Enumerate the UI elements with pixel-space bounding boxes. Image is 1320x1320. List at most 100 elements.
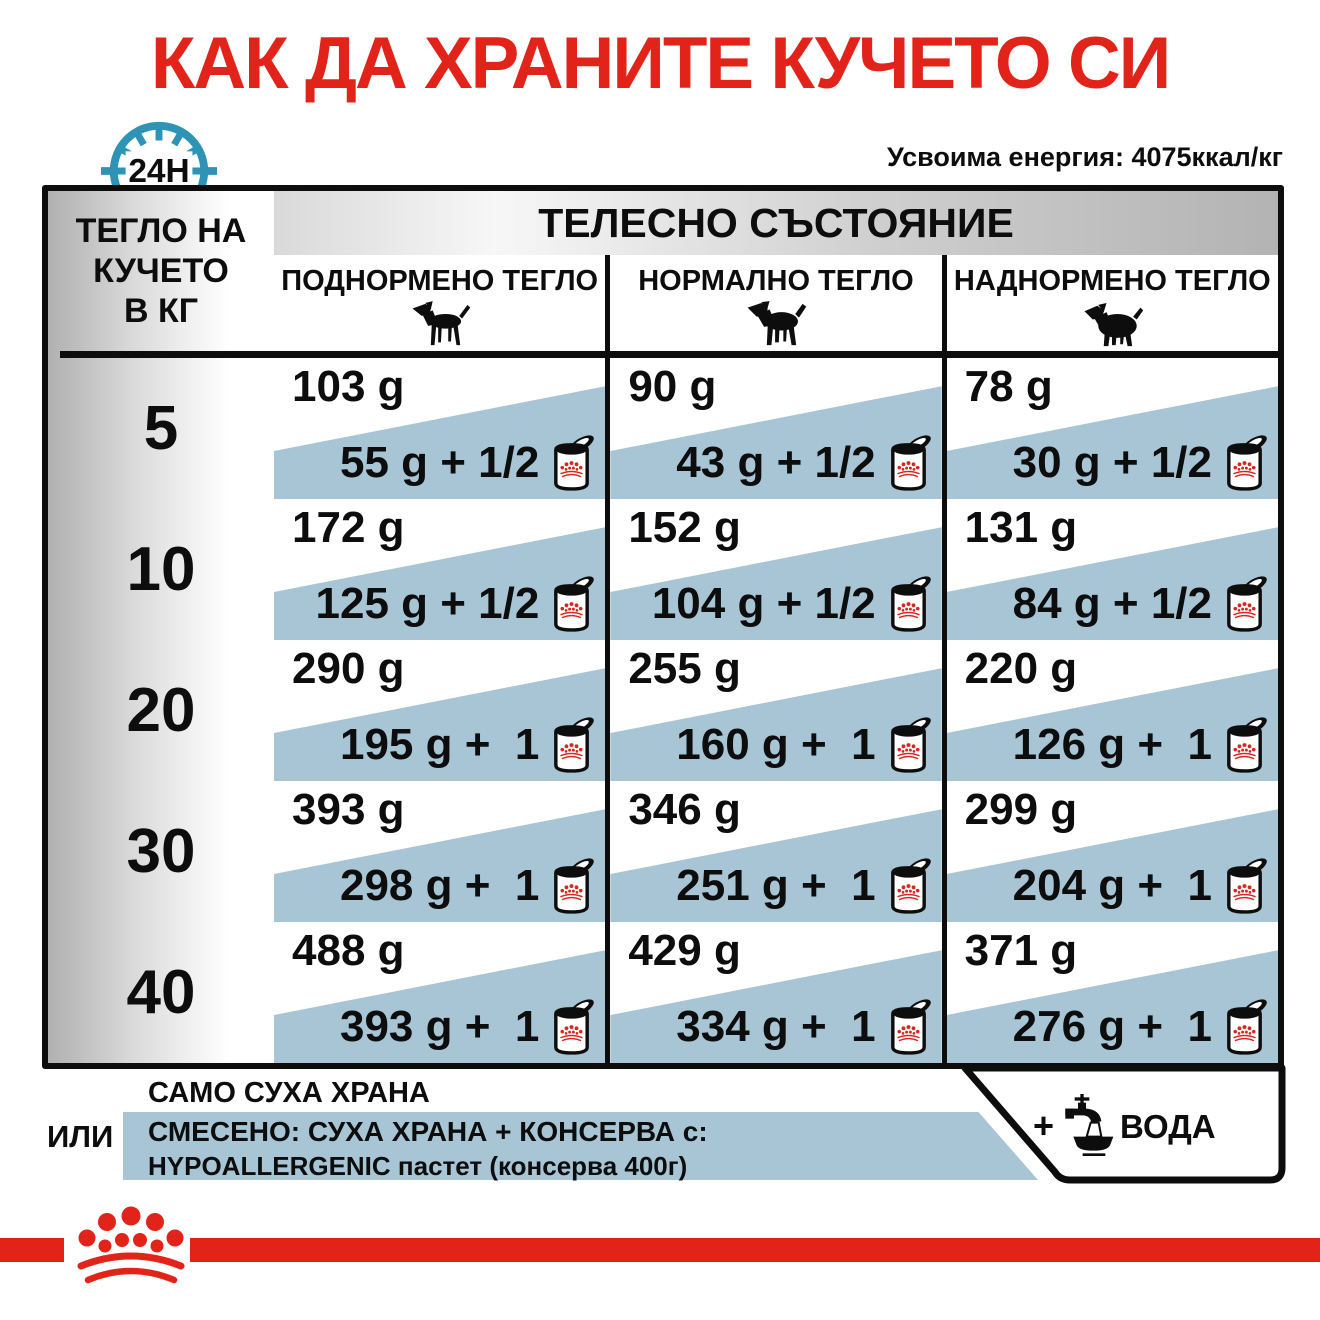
dry-amount: 103 g <box>292 362 405 411</box>
column-overweight: НАДНОРМЕНО ТЕГЛО 78 g 30 g + 1/2 131 g 84 … <box>941 255 1278 1063</box>
can-icon <box>548 432 595 493</box>
mixed-amount: 251 g + 1 <box>676 855 931 916</box>
weight-value: 30 <box>126 817 196 886</box>
dry-amount: 78 g <box>964 362 1053 411</box>
weight-value: 20 <box>126 676 196 745</box>
can-icon <box>885 714 932 775</box>
weight-header-line: КУЧЕТО <box>93 252 229 290</box>
mixed-legend-line1: СМЕСЕНО: СУХА ХРАНА + КОНСЕРВА с: <box>148 1116 708 1147</box>
can-icon <box>548 996 595 1057</box>
underweight-dog-icon <box>407 300 473 350</box>
can-icon <box>1221 996 1268 1057</box>
can-icon <box>885 996 932 1057</box>
dry-amount: 152 g <box>628 503 741 552</box>
mixed-amount: 393 g + 1 <box>340 996 595 1057</box>
can-icon <box>548 573 595 634</box>
mixed-amount: 30 g + 1/2 <box>1013 432 1268 493</box>
can-icon <box>885 573 932 634</box>
overweight-dog-icon <box>1079 300 1145 350</box>
weight-column: ТЕГЛО НА КУЧЕТО В КГ 5 10 20 30 40 <box>48 191 274 1063</box>
body-condition-area: ТЕЛЕСНО СЪСТОЯНИЕ ПОДНОРМЕНО ТЕГЛО 103 g… <box>274 191 1278 1063</box>
feeding-cell: 152 g 104 g + 1/2 <box>610 499 942 640</box>
column-normal-weight: НОРМАЛНО ТЕГЛО 90 g 43 g + 1/2 152 g 104 g… <box>605 255 942 1063</box>
feeding-cell: 90 g 43 g + 1/2 <box>610 358 942 499</box>
brand-stripe-right <box>190 1238 1320 1262</box>
can-icon <box>1221 714 1268 775</box>
weight-header-line: ТЕГЛО НА <box>75 212 247 250</box>
mixed-amount: 334 g + 1 <box>676 996 931 1057</box>
mixed-amount: 298 g + 1 <box>340 855 595 916</box>
feeding-cell: 255 g 160 g + 1 <box>610 640 942 781</box>
or-label: ИЛИ <box>47 1119 114 1154</box>
can-icon <box>885 855 932 916</box>
mixed-amount: 104 g + 1/2 <box>652 573 932 634</box>
can-icon <box>548 855 595 916</box>
mixed-amount: 84 g + 1/2 <box>1013 573 1268 634</box>
normal-dog-icon <box>743 300 809 350</box>
mixed-amount-text: 125 g + 1/2 <box>315 578 540 628</box>
column-underweight: ПОДНОРМЕНО ТЕГЛО 103 g 55 g + 1/2 172 g 12… <box>274 255 606 1063</box>
feeding-cell: 131 g 84 g + 1/2 <box>946 499 1278 640</box>
feeding-cell: 393 g 298 g + 1 <box>274 781 606 922</box>
mixed-amount-text: 160 g + 1 <box>676 719 876 769</box>
body-condition-header: ТЕЛЕСНО СЪСТОЯНИЕ <box>274 191 1278 255</box>
brand-stripe-left <box>0 1238 64 1262</box>
column-header: ПОДНОРМЕНО ТЕГЛО <box>281 265 599 297</box>
mixed-amount: 125 g + 1/2 <box>316 573 596 634</box>
feeding-cell: 220 g 126 g + 1 <box>946 640 1278 781</box>
royal-canin-crown-logo <box>70 1204 192 1288</box>
feeding-cell: 172 g 125 g + 1/2 <box>274 499 606 640</box>
plus-sign: + <box>1033 1105 1055 1146</box>
mixed-amount: 276 g + 1 <box>1013 996 1268 1057</box>
mixed-amount: 43 g + 1/2 <box>676 432 931 493</box>
dry-amount: 346 g <box>628 785 741 834</box>
mixed-amount: 126 g + 1 <box>1013 714 1268 775</box>
can-icon <box>1221 855 1268 916</box>
dry-amount: 172 g <box>292 503 405 552</box>
dry-amount: 371 g <box>964 926 1078 975</box>
dry-only-label: САМО СУХА ХРАНА <box>148 1077 430 1109</box>
feeding-table: ТЕГЛО НА КУЧЕТО В КГ 5 10 20 30 40 ТЕЛЕС… <box>42 185 1284 1069</box>
water-faucet-icon <box>1056 1086 1120 1166</box>
mixed-amount-text: 84 g + 1/2 <box>1012 578 1212 628</box>
feeding-cell: 371 g 276 g + 1 <box>946 922 1278 1063</box>
weight-value: 10 <box>126 535 196 604</box>
dry-amount: 290 g <box>292 644 405 693</box>
feeding-cell: 488 g 393 g + 1 <box>274 922 606 1063</box>
dry-amount: 220 g <box>964 644 1078 693</box>
feeding-cell: 103 g 55 g + 1/2 <box>274 358 606 499</box>
can-icon <box>548 714 595 775</box>
mixed-amount-text: 43 g + 1/2 <box>676 437 876 487</box>
mixed-amount-text: 126 g + 1 <box>1012 719 1212 769</box>
dry-amount: 429 g <box>628 926 741 975</box>
page-title: КАК ДА ХРАНИТЕ КУЧЕТО СИ <box>150 23 1171 104</box>
mixed-amount: 160 g + 1 <box>676 714 931 775</box>
column-header: НОРМАЛНО ТЕГЛО <box>638 265 914 297</box>
dry-amount: 255 g <box>628 644 741 693</box>
mixed-amount-text: 104 g + 1/2 <box>651 578 876 628</box>
weight-column-header: ТЕГЛО НА КУЧЕТО В КГ <box>48 191 274 331</box>
mixed-amount-text: 393 g + 1 <box>339 1001 540 1051</box>
weight-value: 40 <box>126 958 196 1027</box>
dry-amount: 131 g <box>964 503 1078 552</box>
dry-amount: 299 g <box>964 785 1078 834</box>
energy-info: Усвоима енергия: 4075ккал/кг <box>886 142 1283 172</box>
dry-amount: 488 g <box>292 926 405 975</box>
mixed-amount: 204 g + 1 <box>1013 855 1268 916</box>
can-icon <box>885 432 932 493</box>
mixed-amount: 195 g + 1 <box>340 714 595 775</box>
feeding-cell: 290 g 195 g + 1 <box>274 640 606 781</box>
mixed-feeding-legend: СМЕСЕНО: СУХА ХРАНА + КОНСЕРВА с: HYPOAL… <box>148 1116 708 1182</box>
can-icon <box>1221 432 1268 493</box>
mixed-feeding-legend-band <box>123 1112 1038 1180</box>
mixed-amount-text: 195 g + 1 <box>339 719 540 769</box>
water-label: ВОДА <box>1120 1108 1216 1145</box>
dry-amount: 90 g <box>628 362 717 411</box>
water-callout-box <box>961 1064 1286 1184</box>
can-icon <box>1221 573 1268 634</box>
mixed-amount-text: 334 g + 1 <box>676 1001 876 1051</box>
weight-header-line: В КГ <box>123 292 199 330</box>
mixed-amount-text: 276 g + 1 <box>1012 1001 1212 1051</box>
mixed-amount-text: 55 g + 1/2 <box>339 437 540 487</box>
